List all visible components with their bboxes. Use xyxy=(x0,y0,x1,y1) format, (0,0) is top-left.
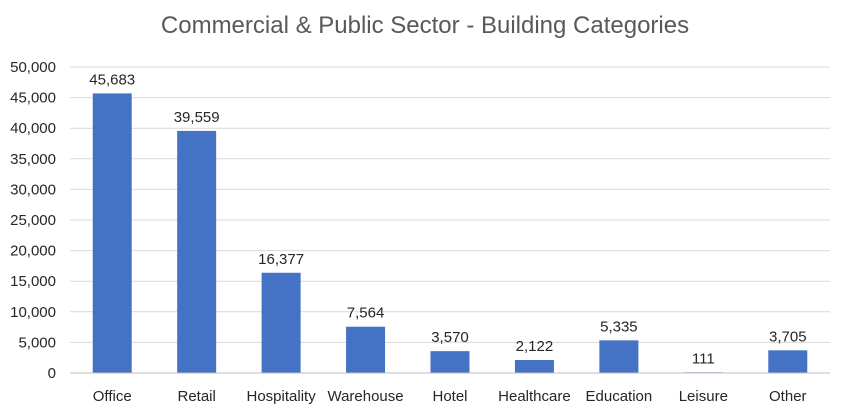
y-tick-label: 50,000 xyxy=(10,59,56,76)
data-label: 2,122 xyxy=(516,338,554,355)
x-tick-label: Office xyxy=(93,388,132,405)
data-label: 111 xyxy=(692,350,715,367)
x-tick-label: Retail xyxy=(177,388,215,405)
y-tick-label: 20,000 xyxy=(10,243,56,260)
x-tick-label: Hospitality xyxy=(247,388,317,405)
bars xyxy=(92,93,808,373)
data-labels: 45,683 39,559 16,377 7,564 3,570 2,122 5,335 11… xyxy=(89,71,806,367)
x-tick-label: Hotel xyxy=(432,388,467,405)
data-label: 39,559 xyxy=(174,109,220,126)
chart-title: Commercial & Public Sector - Building Ca… xyxy=(160,12,690,39)
bar-healthcare xyxy=(514,360,554,373)
data-label: 16,377 xyxy=(258,251,304,268)
data-label: 3,705 xyxy=(769,328,807,345)
bar-other xyxy=(768,350,808,373)
y-tick-label: 30,000 xyxy=(10,181,56,198)
y-tick-label: 5,000 xyxy=(18,334,56,351)
y-tick-label: 0 xyxy=(48,365,56,382)
y-tick-label: 10,000 xyxy=(10,304,56,321)
y-tick-label: 45,000 xyxy=(10,90,56,107)
y-tick-label: 40,000 xyxy=(10,120,56,137)
x-axis-tick-labels: Office Retail Hospitality Warehouse Hotel Hea… xyxy=(93,388,807,405)
bar-hospitality xyxy=(261,272,301,373)
bar-retail xyxy=(177,130,217,373)
bar-education xyxy=(599,340,639,373)
x-tick-label: Leisure xyxy=(679,388,728,405)
data-label: 3,570 xyxy=(431,329,469,346)
x-tick-label: Healthcare xyxy=(498,388,571,405)
data-label: 5,335 xyxy=(600,318,638,335)
x-tick-label: Other xyxy=(769,388,807,405)
bar-warehouse xyxy=(346,326,386,373)
bar-hotel xyxy=(430,351,470,373)
bar-office xyxy=(92,93,132,373)
data-label: 45,683 xyxy=(89,71,135,88)
y-tick-label: 15,000 xyxy=(10,273,56,290)
y-axis-tick-labels: 0 5,000 10,000 15,000 20,000 25,000 30,000 35,0… xyxy=(10,59,56,382)
y-tick-label: 35,000 xyxy=(10,151,56,168)
y-tick-label: 25,000 xyxy=(10,212,56,229)
x-tick-label: Warehouse xyxy=(327,388,403,405)
x-tick-label: Education xyxy=(586,388,653,405)
data-label: 7,564 xyxy=(347,305,385,322)
